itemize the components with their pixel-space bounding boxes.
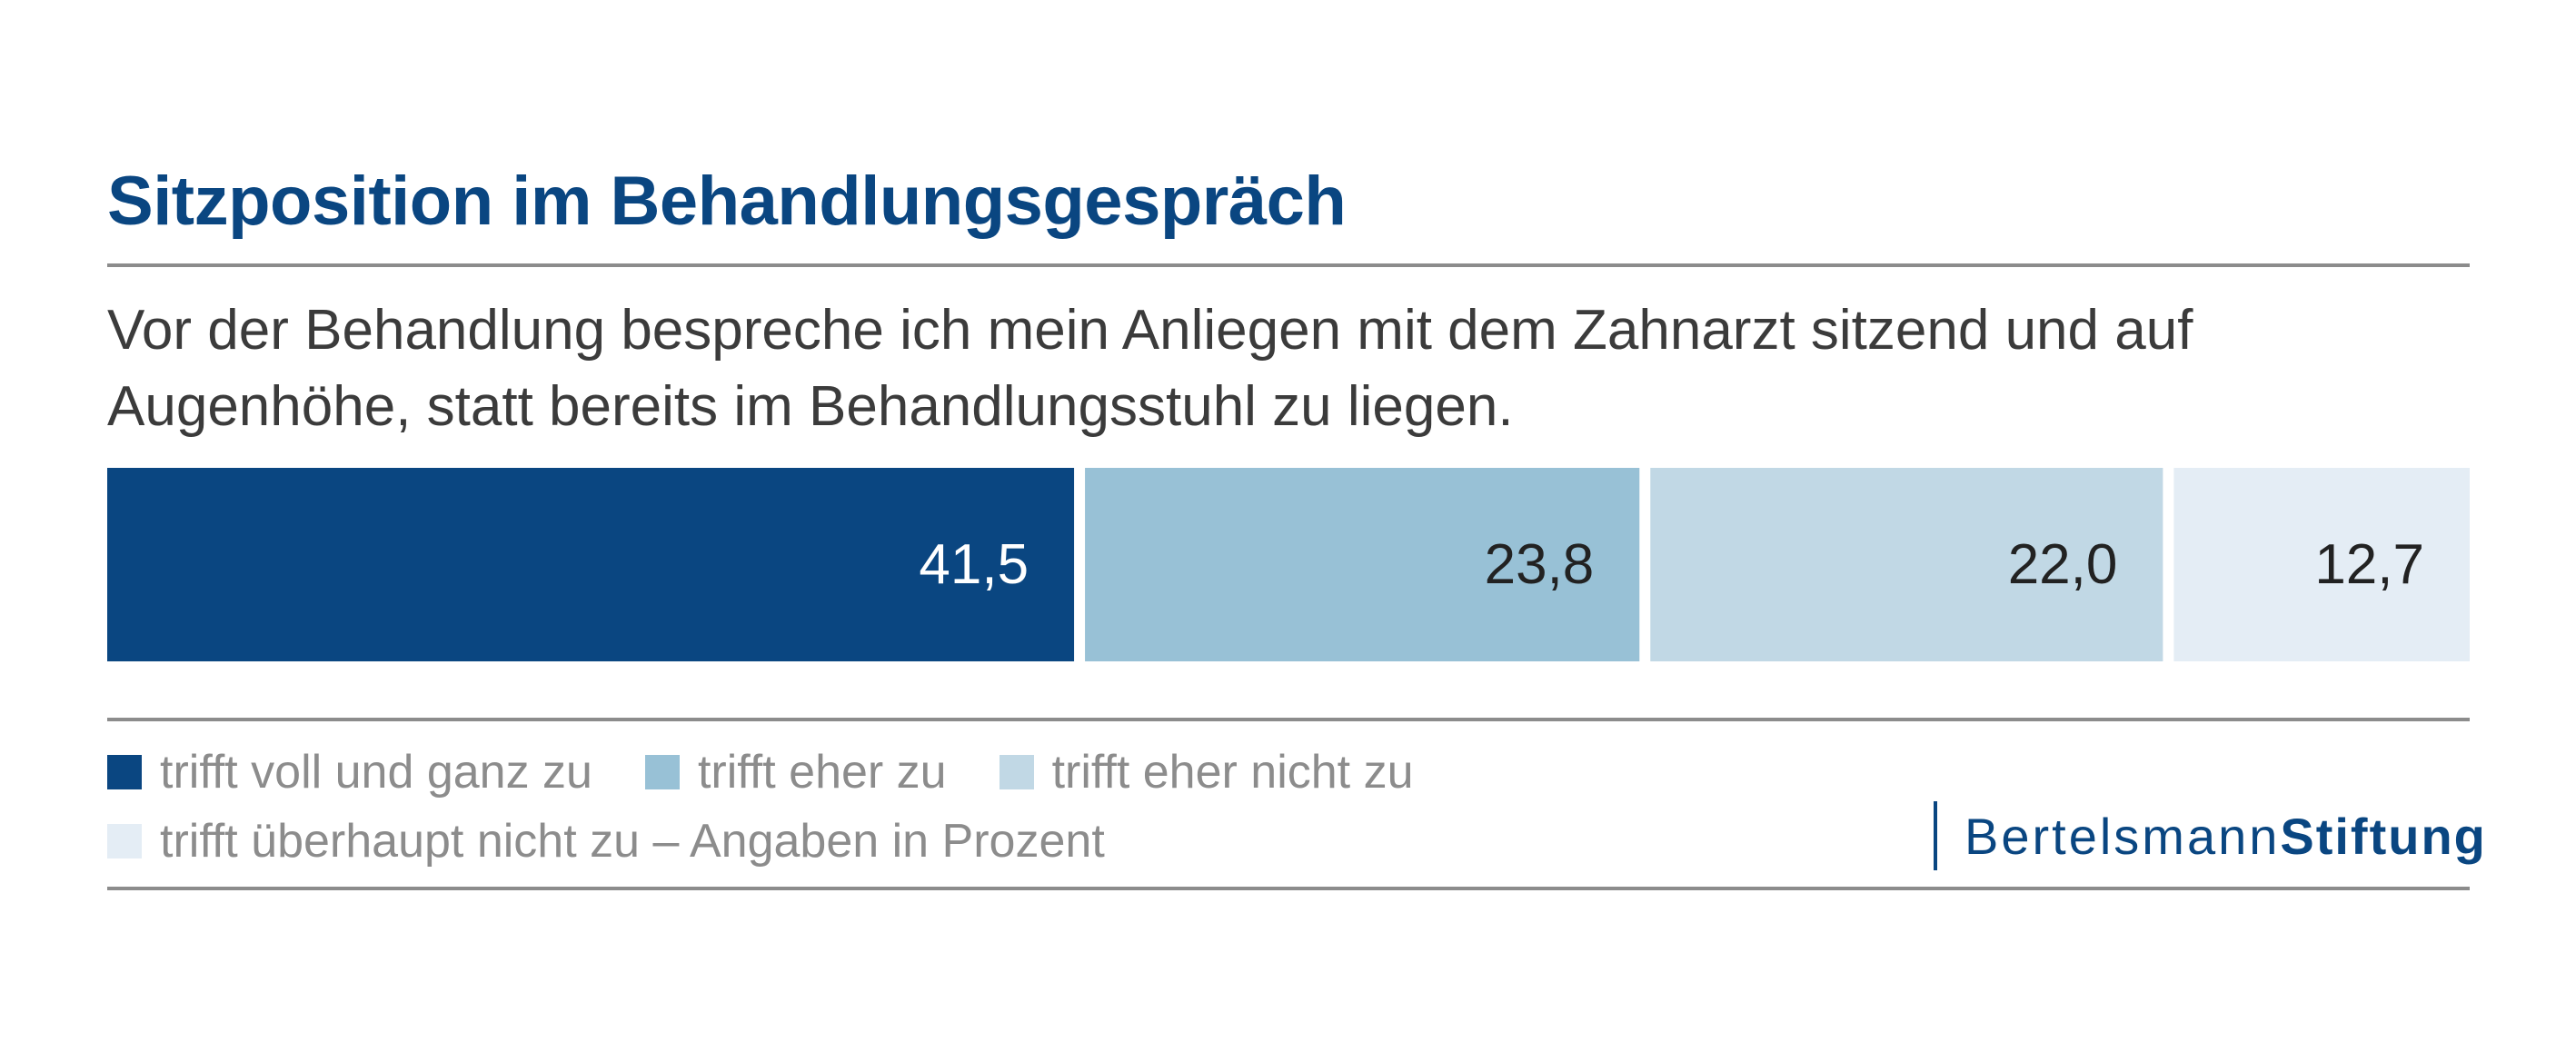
bar-value-label-2: 23,8 [1485,533,1595,596]
legend-label: trifft eher nicht zu [1051,746,1414,799]
survey-statement-line-2: Augenhöhe, statt bereits im Behandlungss… [107,375,1514,438]
brand-name-part-2: Stiftung [2280,807,2487,865]
brand-name-part-1: Bertelsmann [1964,807,2281,865]
legend-item-voll-und-ganz: trifft voll und ganz zu [107,745,592,799]
stacked-bar-chart: 41,5 23,8 22,0 12,7 [107,468,2470,661]
brand-logo-text: BertelsmannStiftung [1964,807,2487,866]
legend-swatch [999,755,1034,789]
legend-label: trifft voll und ganz zu [160,746,592,799]
bar-value-label-3: 22,0 [2008,533,2118,596]
legend-item-eher-zu: trifft eher zu [644,745,947,799]
legend-swatch [644,755,680,789]
survey-statement: Vor der Behandlung bespreche ich mein An… [107,293,2470,445]
legend-divider [107,718,2470,721]
bar-segment-3 [1650,468,2163,661]
bar-segment-2 [1085,468,1640,661]
bar-value-label-4: 12,7 [2314,533,2424,596]
bottom-divider [107,887,2470,890]
brand-logo: BertelsmannStiftung [1934,801,2487,870]
legend-label: trifft eher zu [697,746,947,799]
legend-row-1: trifft voll und ganz zu trifft eher zu t… [107,738,1652,807]
chart-title: Sitzposition im Behandlungsgespräch [107,163,1347,240]
legend-row-2: trifft überhaupt nicht zu – Angaben in P… [107,807,1652,876]
legend-swatch [107,824,142,858]
survey-statement-line-1: Vor der Behandlung bespreche ich mein An… [107,299,2193,362]
bar-segment-4 [2173,468,2470,661]
legend-item-eher-nicht-zu: trifft eher nicht zu [999,745,1414,799]
bar-value-label-1: 41,5 [919,533,1029,596]
top-divider [107,263,2470,267]
brand-logo-bar [1934,801,1937,870]
unit-note-text: – Angaben in Prozent [652,815,1105,868]
legend-item-ueberhaupt-nicht-zu: trifft überhaupt nicht zu – Angaben in P… [107,814,1105,868]
legend-swatch [107,755,142,789]
unit-note: – Angaben in Prozent [640,814,1105,868]
legend: trifft voll und ganz zu trifft eher zu t… [107,738,1652,876]
legend-label: trifft überhaupt nicht zu [160,815,641,868]
bar-segment-1 [107,468,1075,661]
